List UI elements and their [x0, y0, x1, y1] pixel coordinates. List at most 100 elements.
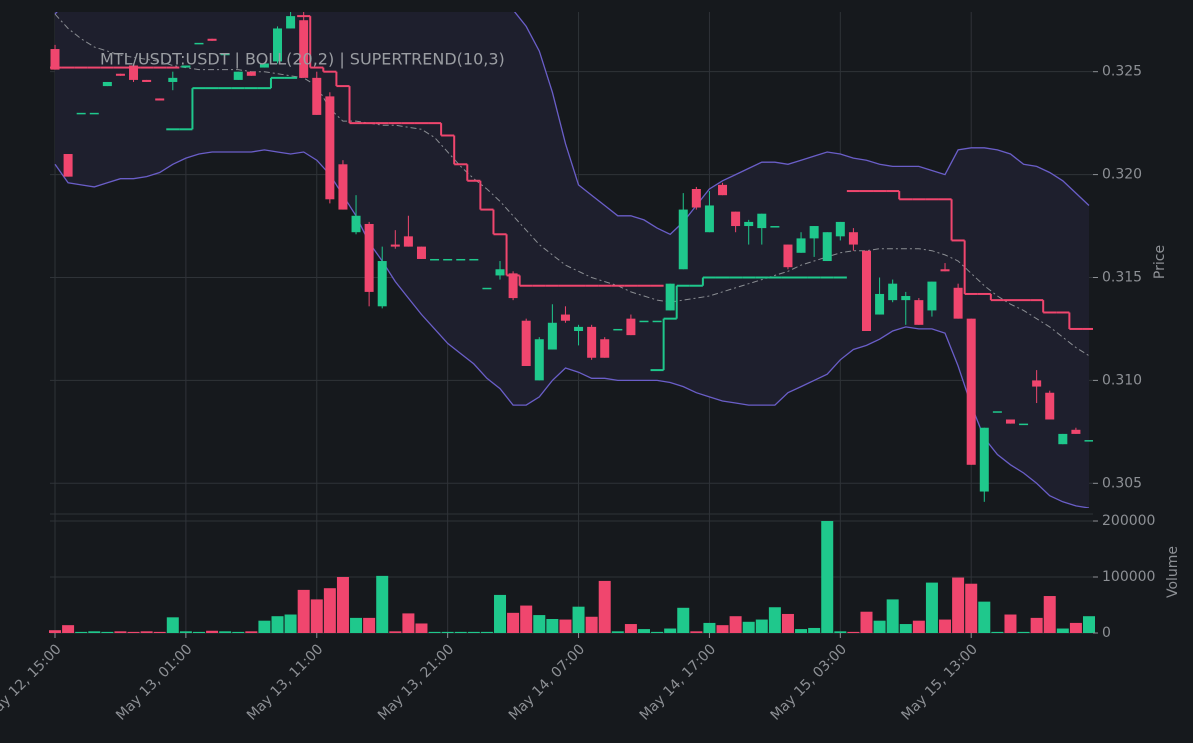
- volume-bar: [219, 631, 232, 633]
- candle-body: [155, 98, 165, 101]
- candle-body: [600, 339, 610, 358]
- candle-body: [547, 322, 557, 350]
- volume-bar: [978, 601, 991, 633]
- candle-body: [613, 328, 623, 331]
- candle-body: [142, 79, 152, 82]
- volume-bar: [127, 631, 140, 633]
- volume-bar: [284, 614, 297, 633]
- candle-body: [50, 49, 60, 70]
- candle-body: [286, 16, 296, 29]
- candle-body: [456, 258, 466, 261]
- volume-bar: [88, 631, 101, 633]
- y-tick-label: 0.320: [1102, 167, 1142, 183]
- candle-body: [796, 238, 806, 253]
- candle-body: [835, 221, 845, 237]
- volume-bar: [703, 622, 716, 633]
- candle-body: [129, 65, 139, 80]
- candle-body: [364, 223, 374, 292]
- candle-body: [901, 296, 911, 301]
- volume-bar: [350, 617, 363, 633]
- candle-body: [822, 232, 832, 262]
- band-fill: [55, 12, 1089, 508]
- volume-bar: [1056, 628, 1069, 633]
- y-tick-label: 0.310: [1102, 372, 1142, 388]
- volume-bar: [690, 631, 703, 633]
- volume-bar: [336, 577, 349, 633]
- volume-bar: [729, 616, 742, 633]
- volume-bar: [271, 616, 284, 633]
- candle-body: [718, 184, 728, 196]
- candle-body: [181, 65, 191, 68]
- volume-bar: [402, 613, 415, 633]
- volume-bar: [1069, 622, 1082, 633]
- volume-bar: [454, 631, 467, 633]
- volume-bar: [467, 631, 480, 633]
- candle-body: [639, 320, 649, 323]
- volume-bar: [192, 631, 205, 633]
- chart-title: MTL/USDT:USDT | BOLL(20,2) | SUPERTREND(…: [100, 50, 505, 69]
- candle-body: [246, 71, 256, 76]
- candle-body: [757, 213, 767, 229]
- volume-bar: [494, 594, 507, 633]
- volume-bar: [1017, 631, 1030, 633]
- volume-bar: [912, 620, 925, 633]
- volume-bar: [598, 580, 611, 633]
- candle-body: [848, 232, 858, 245]
- candle-body: [207, 38, 217, 41]
- volume-bar: [62, 625, 75, 633]
- volume-bar: [781, 613, 794, 633]
- candle-body: [1005, 419, 1015, 424]
- y-tick-label: 200000: [1102, 513, 1155, 529]
- candle-body: [102, 81, 112, 87]
- candle-body: [809, 226, 819, 239]
- candle-body: [416, 246, 426, 259]
- volume-bar: [991, 631, 1004, 633]
- y-tick-label: 0.305: [1102, 475, 1142, 491]
- candle-body: [76, 112, 86, 115]
- volume-bar: [886, 599, 899, 633]
- y-tick-label: 100000: [1102, 569, 1155, 585]
- volume-bar: [637, 629, 650, 633]
- candle-body: [678, 209, 688, 270]
- candle-body: [992, 411, 1002, 413]
- volume-bar: [153, 631, 166, 633]
- candle-body: [299, 20, 309, 78]
- volume-bar: [873, 620, 886, 633]
- candle-body: [652, 320, 662, 323]
- volume-bar: [245, 631, 258, 633]
- candle-body: [966, 318, 976, 465]
- volume-bar: [533, 615, 546, 633]
- volume-bar: [808, 627, 821, 633]
- y-axis-label: Volume: [1165, 546, 1181, 598]
- candle-body: [665, 283, 675, 311]
- candle-body: [312, 77, 322, 115]
- candle-body: [338, 164, 348, 210]
- candle-body: [89, 112, 99, 115]
- candle-body: [325, 96, 335, 200]
- candle-body: [927, 281, 937, 311]
- candle-body: [731, 211, 741, 227]
- volume-bar: [677, 607, 690, 633]
- volume-bar: [140, 631, 153, 633]
- volume-bar: [114, 631, 127, 633]
- candle-body: [508, 273, 518, 299]
- candle-body: [220, 53, 230, 56]
- volume-bar: [166, 617, 179, 633]
- candle-body: [259, 63, 269, 68]
- volume-bar: [376, 575, 389, 633]
- volume-bar: [755, 619, 768, 633]
- candle-body: [861, 250, 871, 332]
- volume-bar: [611, 631, 624, 633]
- candle-body: [273, 28, 283, 62]
- candle-body: [390, 244, 400, 247]
- candle-body: [443, 258, 453, 261]
- volume-bar: [441, 631, 454, 633]
- candle-body: [783, 244, 793, 268]
- volume-bar: [101, 631, 114, 633]
- volume-bar: [860, 611, 873, 633]
- band-lower: [54, 149, 1090, 508]
- candle-body: [377, 261, 387, 307]
- volume-bar: [258, 620, 271, 633]
- candle-body: [194, 42, 204, 45]
- volume-bar: [664, 628, 677, 633]
